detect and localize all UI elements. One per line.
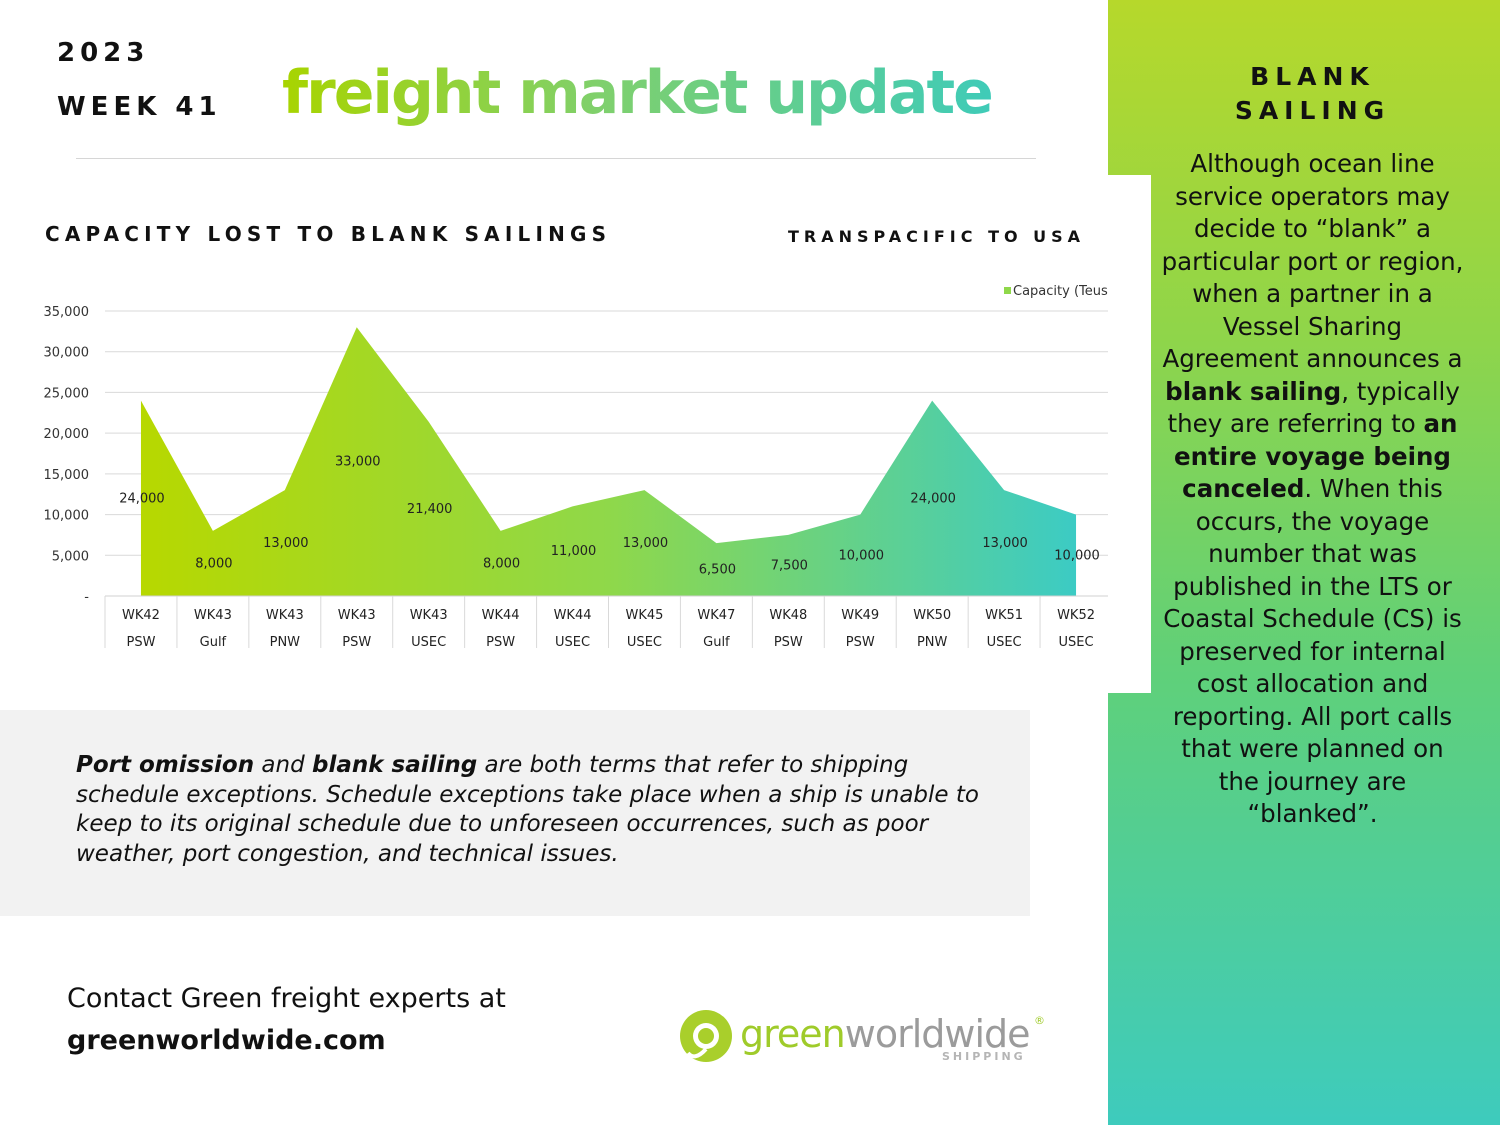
data-label: 13,000 (263, 536, 309, 551)
x-tick-label-region: USEC (411, 635, 446, 650)
capacity-area (140, 327, 1077, 596)
x-tick-label-week: WK50 (913, 608, 951, 623)
sidebar-text-2: , typically they are referring to (1167, 376, 1460, 439)
sidebar-heading: BLANK SAILING (1160, 60, 1465, 128)
definition-box (0, 710, 1030, 916)
x-tick-label-region: USEC (1059, 635, 1094, 650)
x-tick-label-region: PSW (126, 635, 155, 650)
x-tick-label-week: WK45 (626, 608, 664, 623)
page-title: freight market update (282, 58, 994, 128)
logo-wordmark: greenworldwide (740, 1012, 1031, 1056)
x-tick-label-region: PSW (774, 635, 803, 650)
y-tick-label: 15,000 (44, 468, 90, 483)
header-divider (76, 158, 1036, 159)
y-tick-label: - (84, 590, 89, 605)
sidebar-heading-line2: SAILING (1234, 96, 1391, 125)
contact-link[interactable]: greenworldwide.com (67, 1025, 386, 1056)
y-tick-label: 20,000 (44, 427, 90, 442)
definition-body: are both terms that refer to shipping sc… (76, 752, 979, 867)
x-tick-label-region: Gulf (703, 635, 730, 650)
data-label: 6,500 (699, 563, 736, 578)
x-tick-label-region: USEC (555, 635, 590, 650)
x-tick-label-week: WK44 (482, 608, 520, 623)
x-tick-label-week: WK48 (769, 608, 807, 623)
sidebar-notch (1108, 175, 1151, 693)
chart-title: CAPACITY LOST TO BLANK SAILINGS (45, 222, 612, 246)
data-label: 24,000 (119, 491, 165, 506)
sidebar-body: Although ocean line service operators ma… (1160, 148, 1465, 831)
data-label: 10,000 (1054, 548, 1100, 563)
x-tick-label-week: WK47 (697, 608, 735, 623)
x-tick-label-week: WK49 (841, 608, 879, 623)
x-tick-label-week: WK43 (194, 608, 232, 623)
x-tick-label-week: WK42 (122, 608, 160, 623)
x-tick-label-region: PSW (342, 635, 371, 650)
sidebar-bold-1: blank sailing (1165, 376, 1342, 406)
sidebar-panel (1108, 0, 1500, 1125)
definition-text: Port omission and blank sailing are both… (76, 751, 1006, 869)
y-tick-label: 5,000 (52, 549, 89, 564)
x-tick-label-region: Gulf (200, 635, 227, 650)
x-tick-label-region: USEC (627, 635, 662, 650)
data-label: 7,500 (771, 558, 808, 573)
legend-label: Capacity (Teus) (1013, 284, 1113, 299)
data-label: 13,000 (982, 536, 1028, 551)
logo-word-green: green (740, 1012, 846, 1056)
x-tick-label-week: WK52 (1057, 608, 1095, 623)
data-label: 24,000 (910, 491, 956, 506)
y-tick-label: 35,000 (44, 305, 90, 320)
sidebar-text-1: Although ocean line service operators ma… (1161, 149, 1464, 373)
logo-registered: ® (1034, 1014, 1045, 1027)
company-logo: greenworldwide ® SHIPPING (676, 1008, 1048, 1068)
x-tick-label-week: WK44 (554, 608, 592, 623)
logo-subtitle: SHIPPING (942, 1050, 1026, 1063)
sidebar-bold-2: an entire voyage being canceled (1174, 409, 1458, 503)
x-tick-label-week: WK43 (338, 608, 376, 623)
data-label: 33,000 (335, 455, 381, 470)
logo-word-grey: worldwide (844, 1012, 1031, 1056)
report-year: 2023 (57, 38, 150, 68)
legend-swatch (1004, 287, 1011, 294)
x-tick-label-region: USEC (987, 635, 1022, 650)
x-tick-label-region: PSW (846, 635, 875, 650)
capacity-area-chart: - 5,000 10,000 15,000 20,000 25,000 30,000 35,0… (44, 284, 1113, 650)
y-tick-label: 30,000 (44, 346, 90, 361)
y-tick-label: 25,000 (44, 386, 90, 401)
definition-term-2: blank sailing (312, 752, 478, 778)
definition-term-1: Port omission (76, 752, 255, 778)
x-tick-label-week: WK51 (985, 608, 1023, 623)
y-tick-label: 10,000 (44, 509, 90, 524)
data-label: 11,000 (551, 544, 597, 559)
data-label: 8,000 (195, 556, 232, 571)
definition-conj: and (254, 752, 312, 778)
x-tick-label-week: WK43 (266, 608, 304, 623)
data-label: 13,000 (623, 536, 669, 551)
x-tick-label-region: PSW (486, 635, 515, 650)
data-label: 21,400 (407, 502, 453, 517)
chart-subtitle: TRANSPACIFIC TO USA (788, 227, 1086, 246)
sidebar-heading-line1: BLANK (1250, 62, 1375, 91)
x-tick-label-region: PNW (270, 635, 301, 650)
sidebar-text-3: . When this occurs, the voyage number th… (1163, 474, 1462, 828)
contact-text: Contact Green freight experts at (67, 983, 506, 1014)
gww-logo-mark-icon (680, 1010, 732, 1062)
x-tick-label-region: PNW (917, 635, 948, 650)
report-week: WEEK 41 (57, 92, 222, 122)
x-tick-label-week: WK43 (410, 608, 448, 623)
data-label: 10,000 (839, 548, 885, 563)
data-label: 8,000 (483, 556, 520, 571)
